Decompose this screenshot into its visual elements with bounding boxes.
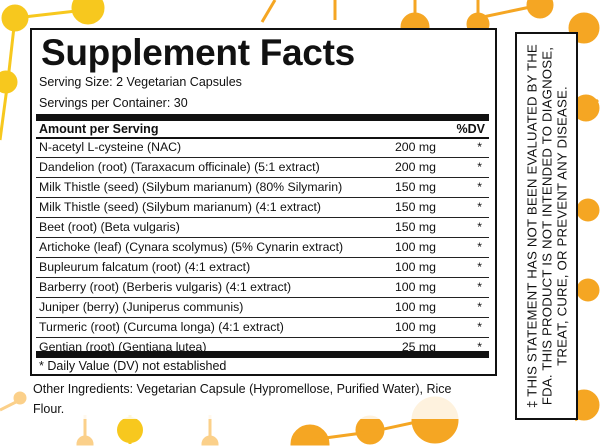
ingredient-dv: *: [477, 180, 482, 194]
ingredient-name: Artichoke (leaf) (Cynara scolymus) (5% C…: [39, 240, 344, 254]
table-row: N-acetyl L-cysteine (NAC) 200 mg *: [36, 138, 489, 157]
thick-divider: [36, 351, 489, 358]
serving-size: Serving Size: 2 Vegetarian Capsules: [39, 75, 242, 89]
ingredient-name: N-acetyl L-cysteine (NAC): [39, 140, 182, 154]
table-row: Bupleurum falcatum (root) (4:1 extract) 1…: [36, 257, 489, 277]
ingredient-dv: *: [477, 140, 482, 154]
ingredient-name: Juniper (berry) (Juniperus communis): [39, 300, 244, 314]
ingredient-amount: 25 mg: [401, 340, 436, 354]
fda-disclaimer-box: ‡ THIS STATEMENT HAS NOT BEEN EVALUATED …: [515, 32, 578, 420]
servings-per-container: Servings per Container: 30: [39, 96, 188, 110]
ingredient-amount: 150 mg: [394, 180, 436, 194]
panel-title: Supplement Facts: [41, 32, 355, 73]
ingredient-amount: 150 mg: [394, 220, 436, 234]
ingredient-name: Milk Thistle (seed) (Silybum marianum) (…: [39, 200, 321, 214]
ingredient-amount: 100 mg: [394, 260, 436, 274]
table-row: Milk Thistle (seed) (Silybum marianum) (…: [36, 197, 489, 217]
ingredient-amount: 150 mg: [394, 200, 436, 214]
ingredient-dv: *: [477, 320, 482, 334]
ingredient-amount: 100 mg: [394, 280, 436, 294]
ingredient-dv: *: [477, 220, 482, 234]
other-ingredients: Other Ingredients: Vegetarian Capsule (H…: [33, 379, 463, 419]
amount-header: Amount per Serving: [39, 122, 159, 136]
ingredient-dv: *: [477, 160, 482, 174]
ingredient-amount: 100 mg: [394, 320, 436, 334]
table-row: Milk Thistle (seed) (Silybum marianum) (…: [36, 177, 489, 197]
ingredient-dv: *: [477, 240, 482, 254]
ingredient-dv: *: [477, 280, 482, 294]
fda-disclaimer: ‡ THIS STATEMENT HAS NOT BEEN EVALUATED …: [524, 44, 569, 408]
ingredient-dv: *: [477, 260, 482, 274]
ingredient-amount: 100 mg: [394, 300, 436, 314]
ingredient-name: Milk Thistle (seed) (Silybum marianum) (…: [39, 180, 343, 194]
ingredient-amount: 200 mg: [394, 140, 436, 154]
supplement-facts-panel: Supplement Facts Serving Size: 2 Vegetar…: [30, 28, 497, 376]
table-row: Artichoke (leaf) (Cynara scolymus) (5% C…: [36, 237, 489, 257]
table-row: Turmeric (root) (Curcuma longa) (4:1 ext…: [36, 317, 489, 337]
ingredient-name: Turmeric (root) (Curcuma longa) (4:1 ext…: [39, 320, 284, 334]
ingredient-table: N-acetyl L-cysteine (NAC) 200 mg * Dandelio…: [36, 138, 489, 357]
ingredient-name: Gentian (root) (Gentiana lutea): [39, 340, 207, 354]
ingredient-dv: *: [477, 200, 482, 214]
ingredient-name: Beet (root) (Beta vulgaris): [39, 220, 180, 234]
ingredient-name: Barberry (root) (Berberis vulgaris) (4:1…: [39, 280, 292, 294]
table-row: Gentian (root) (Gentiana lutea) 25 mg *: [36, 337, 489, 357]
table-header: Amount per Serving %DV: [39, 122, 485, 136]
thick-divider: [36, 114, 489, 121]
table-row: Dandelion (root) (Taraxacum officinale) …: [36, 157, 489, 177]
dv-footnote: * Daily Value (DV) not established: [39, 359, 227, 373]
header-divider: [36, 137, 489, 139]
table-row: Juniper (berry) (Juniperus communis) 100 …: [36, 297, 489, 317]
table-row: Barberry (root) (Berberis vulgaris) (4:1…: [36, 277, 489, 297]
ingredient-name: Bupleurum falcatum (root) (4:1 extract): [39, 260, 251, 274]
ingredient-amount: 100 mg: [394, 240, 436, 254]
ingredient-dv: *: [477, 300, 482, 314]
table-row: Beet (root) (Beta vulgaris) 150 mg *: [36, 217, 489, 237]
dv-header: %DV: [456, 122, 485, 136]
ingredient-dv: *: [477, 340, 482, 354]
ingredient-name: Dandelion (root) (Taraxacum officinale) …: [39, 160, 320, 174]
ingredient-amount: 200 mg: [394, 160, 436, 174]
